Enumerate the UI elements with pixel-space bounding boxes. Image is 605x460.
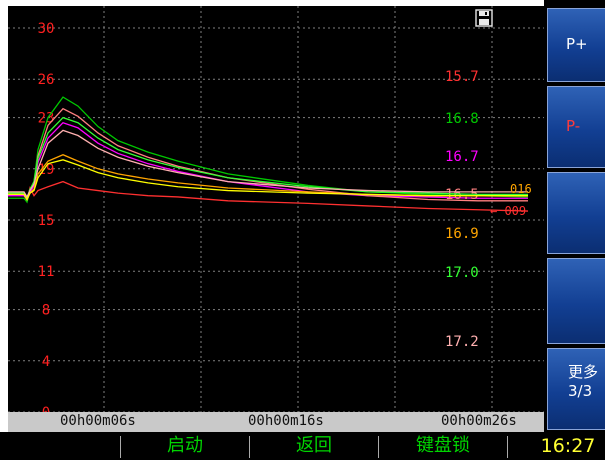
- y-tick-label: 30: [38, 21, 55, 37]
- y-tick-label: 4: [42, 354, 50, 370]
- time-tick-label: 00h00m16s: [248, 413, 324, 429]
- series-end-marker: 016: [510, 182, 532, 196]
- series-value-label: 16.9: [445, 226, 479, 242]
- p-minus-button[interactable]: P-: [547, 86, 605, 168]
- p-minus-label: P-: [566, 117, 581, 135]
- series-value-label: 16.8: [445, 111, 479, 127]
- series-value-label: 16.7: [445, 149, 479, 165]
- series-value-label: 16.5: [445, 187, 479, 203]
- bottom-menu-bar: 启动 返回 键盘锁 16:27: [0, 432, 605, 460]
- softkey-4-button[interactable]: [547, 258, 605, 344]
- start-button[interactable]: 启动: [167, 435, 203, 456]
- p-plus-label: P+: [566, 35, 588, 53]
- series-value-label: 17.0: [445, 265, 479, 281]
- softkey-sidebar: P+ P- 更多 3/3: [544, 0, 605, 432]
- series-line: [8, 159, 528, 201]
- save-icon[interactable]: [475, 9, 493, 27]
- keyboard-lock-button[interactable]: 键盘锁: [416, 435, 470, 456]
- y-tick-label: 8: [42, 303, 50, 319]
- menu-divider: [249, 436, 250, 458]
- p-plus-button[interactable]: P+: [547, 8, 605, 82]
- time-axis-bar: 00h00m06s 00h00m16s 00h00m26s: [8, 412, 544, 432]
- y-tick-label: 15: [38, 213, 55, 229]
- series-end-marker: ← 009: [490, 204, 526, 218]
- y-tick-label: 11: [38, 264, 55, 280]
- series-value-label: 15.7: [445, 69, 479, 85]
- series-line: [8, 116, 528, 200]
- menu-divider: [120, 436, 121, 458]
- y-tick-label: 0: [42, 405, 50, 412]
- menu-divider: [507, 436, 508, 458]
- series-value-label: 17.2: [445, 334, 479, 350]
- y-tick-label: 26: [38, 72, 55, 88]
- more-label: 更多 3/3: [568, 363, 599, 400]
- trend-chart: 04811151923263015.716.816.716.516.917.01…: [8, 6, 544, 412]
- time-tick-label: 00h00m26s: [441, 413, 517, 429]
- softkey-3-button[interactable]: [547, 172, 605, 254]
- time-tick-label: 00h00m06s: [60, 413, 136, 429]
- series-line: [8, 129, 528, 199]
- clock-display: 16:27: [540, 435, 596, 457]
- more-button[interactable]: 更多 3/3: [547, 348, 605, 430]
- menu-divider: [378, 436, 379, 458]
- back-button[interactable]: 返回: [296, 435, 332, 456]
- y-tick-label: 19: [38, 162, 55, 178]
- trend-plot-area: 04811151923263015.716.816.716.516.917.01…: [8, 6, 544, 432]
